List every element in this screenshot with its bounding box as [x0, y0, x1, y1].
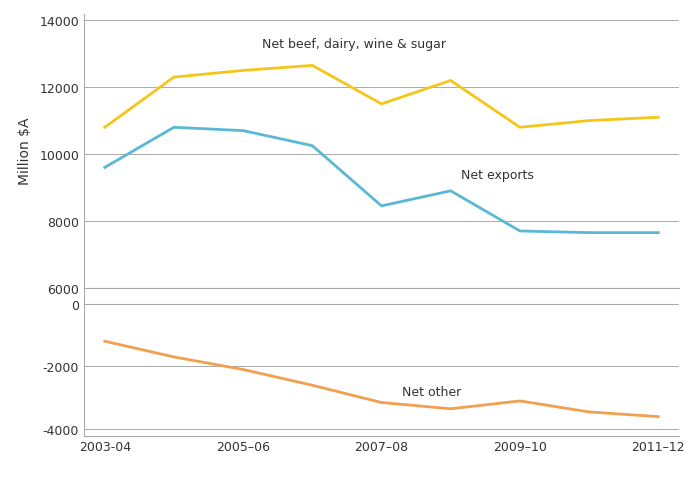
Text: Net beef, dairy, wine & sugar: Net beef, dairy, wine & sugar	[262, 38, 446, 51]
Text: Net other: Net other	[402, 385, 461, 398]
Y-axis label: Million $A: Million $A	[18, 118, 32, 185]
Text: Net exports: Net exports	[461, 168, 534, 182]
